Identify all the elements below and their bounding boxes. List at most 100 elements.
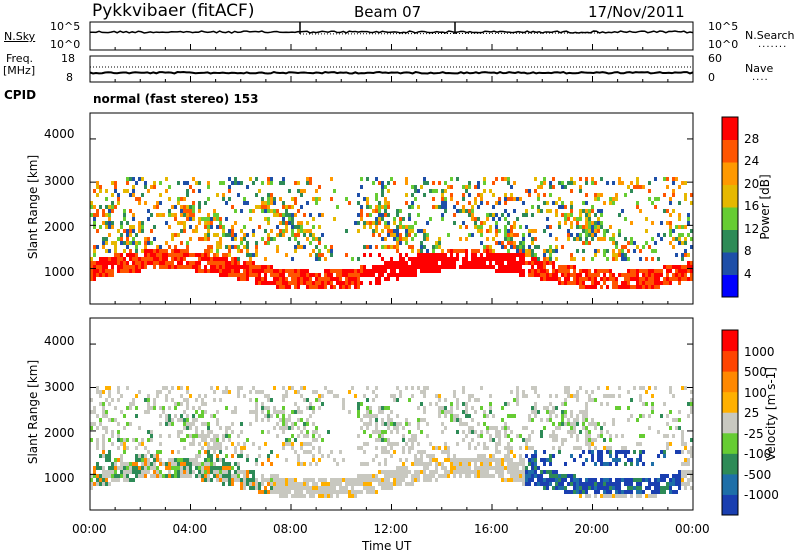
heatmap-cell xyxy=(663,486,666,490)
heatmap-cell xyxy=(486,245,489,249)
heatmap-cell xyxy=(468,209,471,213)
heatmap-cell xyxy=(180,265,183,269)
heatmap-cell xyxy=(309,233,312,237)
heatmap-cell xyxy=(171,474,174,478)
heatmap-cell xyxy=(186,466,189,470)
heatmap-cell xyxy=(96,442,99,446)
heatmap-cell xyxy=(606,494,609,498)
heatmap-cell xyxy=(432,454,435,458)
heatmap-cell xyxy=(309,478,312,482)
heatmap-cell xyxy=(252,478,255,482)
heatmap-cell xyxy=(591,205,594,209)
heatmap-cell xyxy=(285,482,288,486)
heatmap-cell xyxy=(228,189,231,193)
heatmap-cell xyxy=(576,486,579,490)
heatmap-cell xyxy=(546,410,549,414)
heatmap-cell xyxy=(252,482,255,486)
heatmap-cell xyxy=(411,193,414,197)
heatmap-cell xyxy=(195,434,198,438)
heatmap-cell xyxy=(450,470,453,474)
heatmap-cell xyxy=(399,221,402,225)
heatmap-cell xyxy=(435,462,438,466)
heatmap-cell xyxy=(636,478,639,482)
heatmap-cell xyxy=(366,221,369,225)
heatmap-cell xyxy=(615,281,618,285)
heatmap-cell xyxy=(225,406,228,410)
heatmap-cell xyxy=(150,229,153,233)
heatmap-cell xyxy=(243,201,246,205)
heatmap-cell xyxy=(234,470,237,474)
heatmap-cell xyxy=(393,482,396,486)
heatmap-cell xyxy=(579,273,582,277)
heatmap-cell xyxy=(513,181,516,185)
heatmap-cell xyxy=(144,181,147,185)
heatmap-cell xyxy=(318,213,321,217)
heatmap-cell xyxy=(513,265,516,269)
heatmap-cell xyxy=(420,462,423,466)
heatmap-cell xyxy=(669,410,672,414)
heatmap-cell xyxy=(423,470,426,474)
heatmap-cell xyxy=(135,245,138,249)
heatmap-cell xyxy=(579,285,582,289)
heatmap-cell xyxy=(177,261,180,265)
heatmap-cell xyxy=(297,281,300,285)
heatmap-cell xyxy=(159,265,162,269)
heatmap-cell xyxy=(288,281,291,285)
heatmap-cell xyxy=(639,257,642,261)
heatmap-cell xyxy=(384,197,387,201)
heatmap-cell xyxy=(198,217,201,221)
heatmap-cell xyxy=(423,394,426,398)
heatmap-cell xyxy=(639,398,642,402)
heatmap-cell xyxy=(255,253,258,257)
heatmap-cell xyxy=(180,386,183,390)
heatmap-cell xyxy=(525,438,528,442)
heatmap-cell xyxy=(516,261,519,265)
heatmap-cell xyxy=(192,265,195,269)
heatmap-cell xyxy=(639,494,642,498)
heatmap-cell xyxy=(405,233,408,237)
heatmap-cell xyxy=(411,257,414,261)
heatmap-cell xyxy=(510,446,513,450)
heatmap-cell xyxy=(195,253,198,257)
heatmap-cell xyxy=(306,277,309,281)
heatmap-cell xyxy=(528,478,531,482)
heatmap-cell xyxy=(306,430,309,434)
heatmap-cell xyxy=(102,406,105,410)
heatmap-cell xyxy=(99,205,102,209)
heatmap-cell xyxy=(93,410,96,414)
heatmap-cell xyxy=(150,185,153,189)
heatmap-cell xyxy=(333,482,336,486)
heatmap-cell xyxy=(249,273,252,277)
heatmap-cell xyxy=(288,478,291,482)
heatmap-cell xyxy=(681,434,684,438)
heatmap-cell xyxy=(93,422,96,426)
heatmap-cell xyxy=(480,229,483,233)
heatmap-cell xyxy=(489,466,492,470)
heatmap-cell xyxy=(126,406,129,410)
heatmap-cell xyxy=(228,177,231,181)
heatmap-cell xyxy=(360,213,363,217)
heatmap-cell xyxy=(144,257,147,261)
heatmap-cell xyxy=(531,213,534,217)
heatmap-cell xyxy=(594,193,597,197)
heatmap-cell xyxy=(99,390,102,394)
heatmap-cell xyxy=(300,446,303,450)
heatmap-cell xyxy=(114,458,117,462)
heatmap-cell xyxy=(564,205,567,209)
heatmap-cell xyxy=(207,442,210,446)
heatmap-cell xyxy=(612,486,615,490)
heatmap-cell xyxy=(378,430,381,434)
heatmap-cell xyxy=(639,458,642,462)
heatmap-cell xyxy=(183,229,186,233)
heatmap-cell xyxy=(504,229,507,233)
heatmap-cell xyxy=(645,478,648,482)
heatmap-cell xyxy=(126,269,129,273)
heatmap-cell xyxy=(165,253,168,257)
heatmap-cell xyxy=(369,414,372,418)
heatmap-cell xyxy=(582,462,585,466)
heatmap-cell xyxy=(306,478,309,482)
heatmap-cell xyxy=(402,269,405,273)
heatmap-cell xyxy=(666,209,669,213)
heatmap-cell xyxy=(228,261,231,265)
heatmap-cell xyxy=(507,269,510,273)
